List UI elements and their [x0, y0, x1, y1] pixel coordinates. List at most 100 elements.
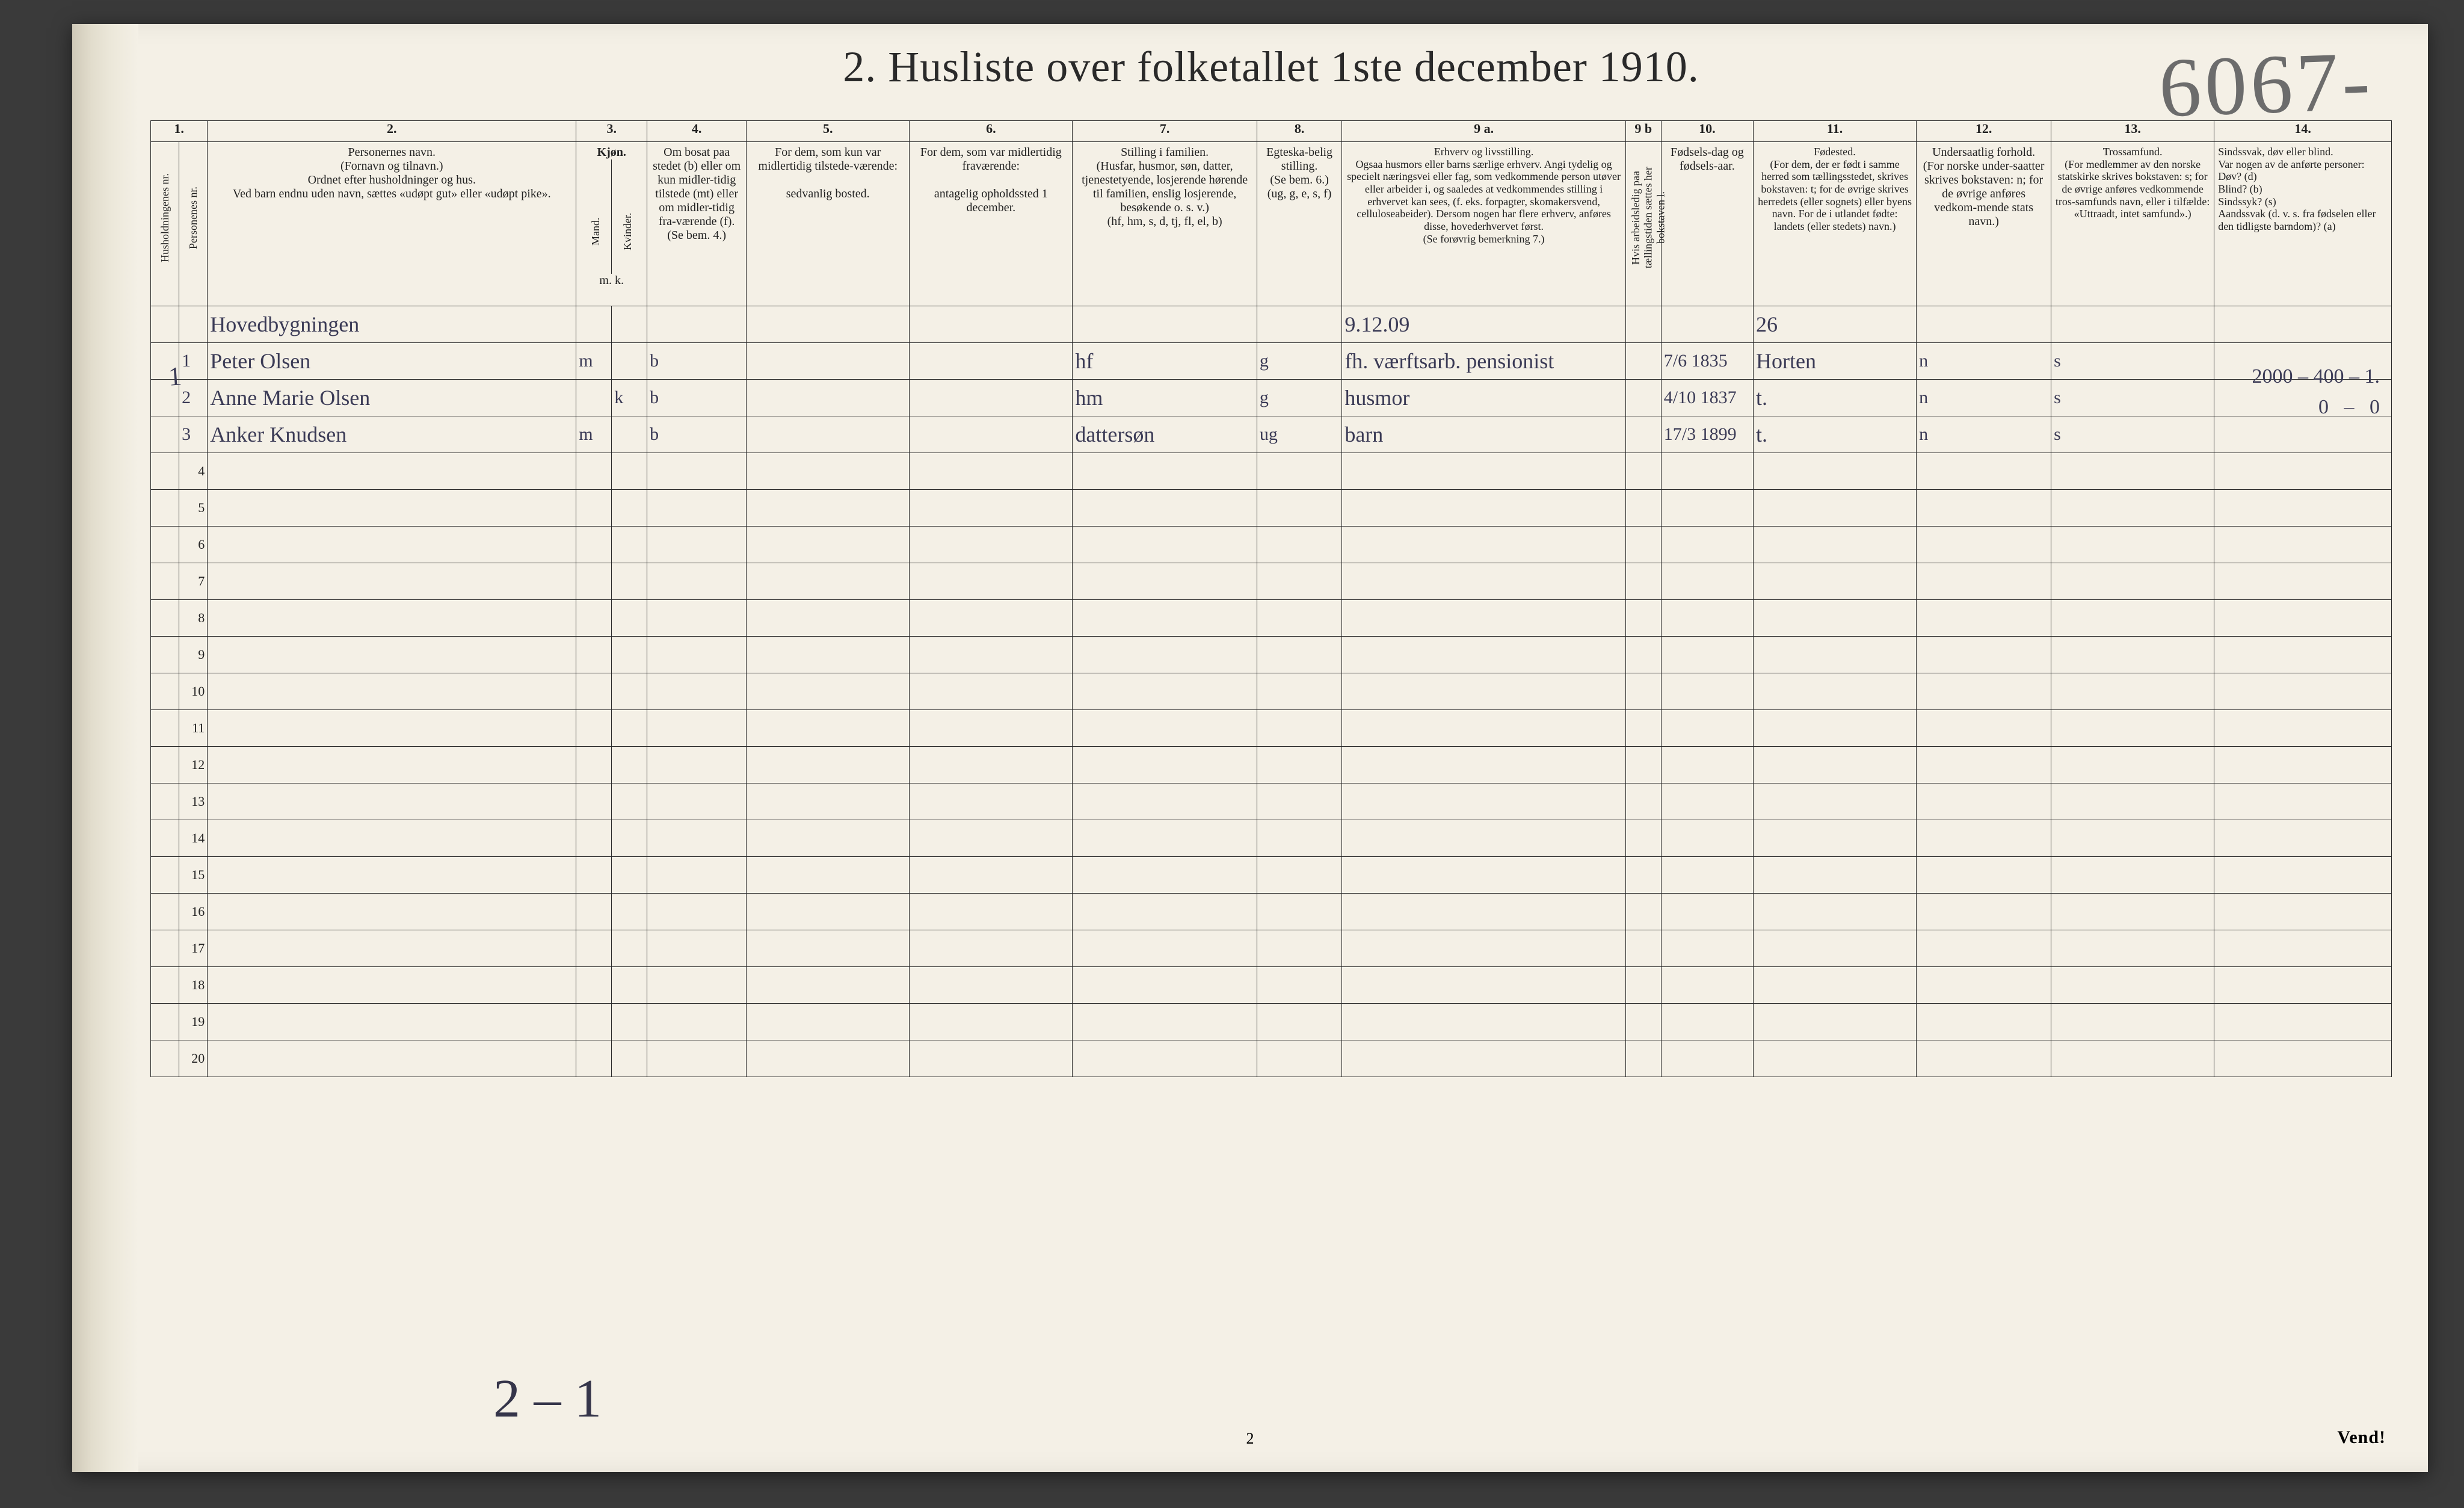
cell-blank	[1625, 527, 1661, 563]
household-number-margin: 1	[167, 360, 183, 392]
cell-blank	[1917, 637, 2051, 673]
cell-bosat: b	[647, 343, 747, 380]
cell-blank	[747, 1004, 910, 1040]
cell-blank	[2214, 857, 2392, 894]
cell-blank	[1257, 710, 1341, 747]
cell-blank	[1073, 527, 1257, 563]
cell-temp-present	[747, 416, 910, 453]
cell-blank	[208, 967, 576, 1004]
cell-blank	[1257, 894, 1341, 930]
cell-blank	[1917, 490, 2051, 527]
cell-blank	[1661, 1004, 1753, 1040]
colnum-12: 12.	[1917, 121, 2051, 142]
cell-blank	[910, 967, 1073, 1004]
cell-blank	[1257, 1004, 1341, 1040]
column-number-row: 1. 2. 3. 4. 5. 6. 7. 8. 9 a. 9 b 10. 11.…	[151, 121, 2392, 142]
sheet-number-handwritten: 6067-	[2158, 32, 2376, 137]
cell-blank	[647, 967, 747, 1004]
cell-person-no: 14	[179, 820, 208, 857]
cell-birthdate: 17/3 1899	[1661, 416, 1753, 453]
cell-occupation: husmor	[1342, 380, 1626, 416]
cell-blank	[1754, 600, 1917, 637]
cell-blank	[1661, 857, 1753, 894]
cell-blank	[910, 894, 1073, 930]
cell-blank	[612, 527, 647, 563]
cell-blank	[747, 563, 910, 600]
cell-blank	[1917, 894, 2051, 930]
cell-unemployed	[1625, 380, 1661, 416]
cell-sex-m: m	[576, 416, 612, 453]
cell-temp-absent	[910, 416, 1073, 453]
cell-blank	[1625, 820, 1661, 857]
cell-blank	[1917, 600, 2051, 637]
cell-blank	[151, 306, 179, 343]
cell-family-pos: hf	[1073, 343, 1257, 380]
cell-blank	[1661, 1040, 1753, 1077]
cell-blank	[208, 930, 576, 967]
cell-blank	[1754, 967, 1917, 1004]
cell-blank	[1661, 673, 1753, 710]
cell-blank	[1625, 783, 1661, 820]
cell-blank	[747, 453, 910, 490]
cell-blank	[2051, 857, 2214, 894]
footer: 2	[72, 1430, 2428, 1448]
cell-blank	[2214, 783, 2392, 820]
cell-blank	[2051, 527, 2214, 563]
cell-blank	[208, 747, 576, 783]
cell-blank	[1917, 820, 2051, 857]
cell-blank	[1342, 747, 1626, 783]
colnum-8: 8.	[1257, 121, 1341, 142]
cell-blank	[2214, 490, 2392, 527]
cell-sex-k	[612, 416, 647, 453]
cell-blank	[151, 527, 179, 563]
cell-blank	[1342, 930, 1626, 967]
cell-blank	[208, 563, 576, 600]
cell-blank	[1073, 967, 1257, 1004]
header-faith: Trossamfund. (For medlemmer av den norsk…	[2051, 142, 2214, 306]
cell-blank	[151, 930, 179, 967]
cell-blank	[1342, 967, 1626, 1004]
page-title: 2. Husliste over folketallet 1ste decemb…	[843, 42, 1699, 92]
cell-blank	[2051, 1004, 2214, 1040]
cell-birthdate: 7/6 1835	[1661, 343, 1753, 380]
cell-blank	[1754, 490, 1917, 527]
cell-blank	[1625, 1040, 1661, 1077]
cell-nationality: n	[1917, 343, 2051, 380]
blank-row: 12	[151, 747, 2392, 783]
bottom-handwritten-tally: 2 – 1	[493, 1368, 602, 1430]
cell-blank	[1257, 490, 1341, 527]
cell-nationality: n	[1917, 380, 2051, 416]
person-row: 2Anne Marie Olsenkbhmghusmor4/10 1837t.n…	[151, 380, 2392, 416]
cell-blank	[910, 600, 1073, 637]
cell-blank	[910, 783, 1073, 820]
blank-row: 11	[151, 710, 2392, 747]
cell-person-no: 19	[179, 1004, 208, 1040]
cell-blank	[647, 894, 747, 930]
cell-blank	[910, 1004, 1073, 1040]
building-heading-row: Hovedbygningen9.12.0926	[151, 306, 2392, 343]
blank-row: 10	[151, 673, 2392, 710]
cell-blank	[151, 453, 179, 490]
cell-person-no: 20	[179, 1040, 208, 1077]
colnum-9b: 9 b	[1625, 121, 1661, 142]
cell-blank	[647, 747, 747, 783]
cell-blank	[910, 306, 1073, 343]
cell-blank	[910, 563, 1073, 600]
cell-blank	[576, 563, 612, 600]
cell-blank	[208, 600, 576, 637]
cell-blank	[1342, 490, 1626, 527]
cell-blank	[910, 710, 1073, 747]
cell-blank	[747, 857, 910, 894]
cell-person-no: 12	[179, 747, 208, 783]
census-table: 1. 2. 3. 4. 5. 6. 7. 8. 9 a. 9 b 10. 11.…	[150, 120, 2392, 1077]
cell-blank	[1754, 747, 1917, 783]
cell-blank	[2214, 747, 2392, 783]
cell-blank	[1073, 820, 1257, 857]
header-marital: Egteska-belig stilling. (Se bem. 6.) (ug…	[1257, 142, 1341, 306]
header-occupation: Erhverv og livsstilling. Ogsaa husmors e…	[1342, 142, 1626, 306]
header-family-pos: Stilling i familien. (Husfar, husmor, sø…	[1073, 142, 1257, 306]
cell-blank	[1073, 783, 1257, 820]
table-header: 1. 2. 3. 4. 5. 6. 7. 8. 9 a. 9 b 10. 11.…	[151, 121, 2392, 306]
cell-person-no: 7	[179, 563, 208, 600]
cell-blank	[747, 894, 910, 930]
